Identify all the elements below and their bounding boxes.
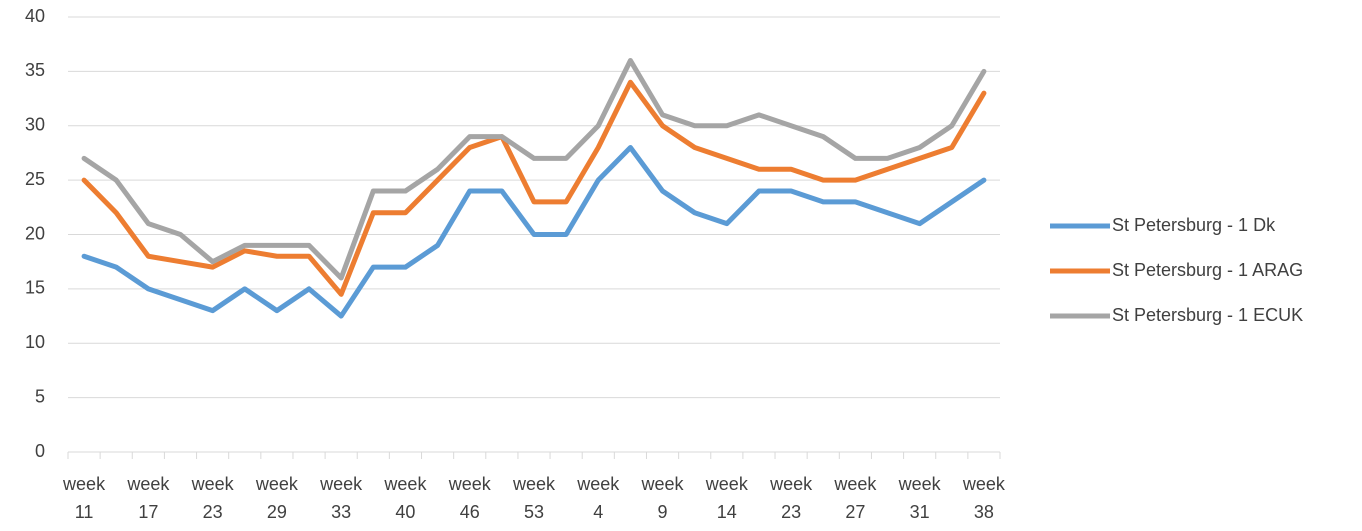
y-tick-label: 10 xyxy=(25,332,45,352)
x-tick-label: week 23 xyxy=(191,474,235,522)
y-tick-label: 30 xyxy=(25,115,45,135)
y-tick-label: 35 xyxy=(25,60,45,80)
legend-label: St Petersburg - 1 ARAG xyxy=(1112,260,1303,280)
series-line xyxy=(81,58,987,281)
x-tick-label: week 40 xyxy=(383,474,427,522)
y-tick-label: 0 xyxy=(35,441,45,461)
legend-label: St Petersburg - 1 Dk xyxy=(1112,215,1276,235)
x-tick-label: week 11 xyxy=(62,474,106,522)
x-tick-label: week 53 xyxy=(512,474,556,522)
x-tick-label: week 38 xyxy=(962,474,1006,522)
y-tick-label: 20 xyxy=(25,223,45,243)
x-tick-label: week 46 xyxy=(448,474,492,522)
x-tick-label: week 23 xyxy=(769,474,813,522)
x-tick-label: week 9 xyxy=(641,474,685,522)
legend-label: St Petersburg - 1 ECUK xyxy=(1112,305,1303,325)
series-line xyxy=(81,79,987,297)
y-tick-label: 25 xyxy=(25,169,45,189)
x-tick-label: week 29 xyxy=(255,474,299,522)
x-tick-label: week 31 xyxy=(898,474,942,522)
y-tick-label: 40 xyxy=(25,6,45,26)
x-tick-label: week 4 xyxy=(576,474,620,522)
y-tick-label: 15 xyxy=(25,278,45,298)
series-line xyxy=(81,145,987,319)
x-tick-label: week 33 xyxy=(319,474,363,522)
y-tick-label: 5 xyxy=(35,386,45,406)
x-tick-label: week 27 xyxy=(833,474,877,522)
x-tick-label: week 14 xyxy=(705,474,749,522)
x-tick-label: week 17 xyxy=(126,474,170,522)
